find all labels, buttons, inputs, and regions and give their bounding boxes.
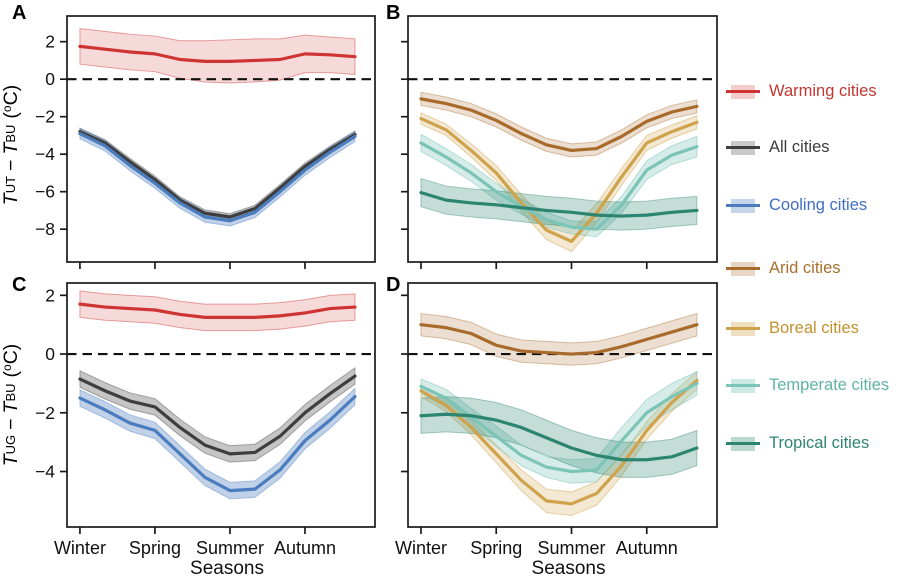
y-tick-label: −2: [35, 107, 55, 127]
legend-label: Tropical cities: [769, 434, 870, 452]
legend-swatch-boreal-icon: [726, 320, 760, 338]
legend-item-boreal-cities: Boreal cities: [726, 319, 859, 338]
legend-label: Warming cities: [769, 82, 877, 100]
legend: Warming cities All cities Cooling cities…: [726, 0, 900, 584]
y-tick-label: 2: [45, 32, 55, 52]
legend-swatch-warming-icon: [726, 83, 760, 101]
legend-swatch-all-icon: [726, 139, 760, 157]
y-label-unit: (oC): [0, 343, 22, 378]
x-tick-label: Winter: [54, 538, 106, 558]
y-axis-label-bottom: T UG − T BU (oC): [0, 343, 22, 467]
legend-item-all-cities: All cities: [726, 138, 830, 157]
panel-a-plot: 2 0 −2 −4 −6 −8: [35, 15, 376, 269]
legend-label: Cooling cities: [769, 196, 868, 214]
y-label-unit: (oC): [0, 84, 22, 119]
panel-d-plot: Winter Spring Summer Autumn Seasons: [395, 282, 718, 579]
y-tick-label: −8: [35, 219, 55, 239]
x-tick-label: Summer: [196, 538, 264, 558]
panel-c-plot: 2 0 −2 −4 Winter Spring Summer Autumn Seasons: [35, 282, 376, 579]
y-label-t1: T: [0, 193, 22, 206]
y-axis-label-top: T UT − T BU (oC): [0, 84, 22, 206]
y-label-minus: −: [0, 159, 22, 171]
y-label-minus: −: [0, 418, 22, 430]
legend-item-cooling-cities: Cooling cities: [726, 196, 867, 215]
y-tick-label: −6: [35, 182, 55, 202]
x-tick-label: Spring: [129, 538, 181, 558]
x-tick-label: Spring: [470, 538, 522, 558]
panel-b-plot: [401, 15, 718, 269]
x-axis-label: Seasons: [190, 558, 264, 579]
x-tick-label: Summer: [537, 538, 605, 558]
legend-item-warming-cities: Warming cities: [726, 82, 877, 101]
panel-d-letter: D: [386, 274, 401, 296]
y-label-t2: T: [0, 401, 22, 414]
y-tick-label: −4: [35, 462, 55, 482]
y-tick-label: 0: [45, 69, 55, 89]
y-tick-label: −4: [35, 144, 55, 164]
legend-item-tropical-cities: Tropical cities: [726, 434, 869, 453]
y-label-t2: T: [0, 142, 22, 155]
legend-swatch-temperate-icon: [726, 377, 760, 395]
legend-item-arid-cities: Arid cities: [726, 259, 841, 278]
x-tick-label: Autumn: [274, 538, 336, 558]
panel-c-letter: C: [12, 274, 27, 296]
y-tick-label: 0: [45, 344, 55, 364]
y-tick-label: 2: [45, 285, 55, 305]
panel-b-letter: B: [386, 2, 401, 24]
legend-label: Temperate cities: [769, 376, 890, 394]
legend-label: Boreal cities: [769, 319, 859, 337]
y-tick-label: −2: [35, 403, 55, 423]
legend-swatch-arid-icon: [726, 260, 760, 278]
y-label-t1: T: [0, 454, 22, 467]
x-axis-label: Seasons: [532, 558, 606, 579]
legend-swatch-cooling-icon: [726, 197, 760, 215]
legend-item-temperate-cities: Temperate cities: [726, 376, 889, 395]
legend-label: Arid cities: [769, 259, 841, 277]
legend-label: All cities: [769, 138, 830, 156]
x-tick-label: Winter: [395, 538, 447, 558]
x-tick-label: Autumn: [616, 538, 678, 558]
panel-a-letter: A: [12, 2, 27, 24]
legend-swatch-tropical-icon: [726, 435, 760, 453]
